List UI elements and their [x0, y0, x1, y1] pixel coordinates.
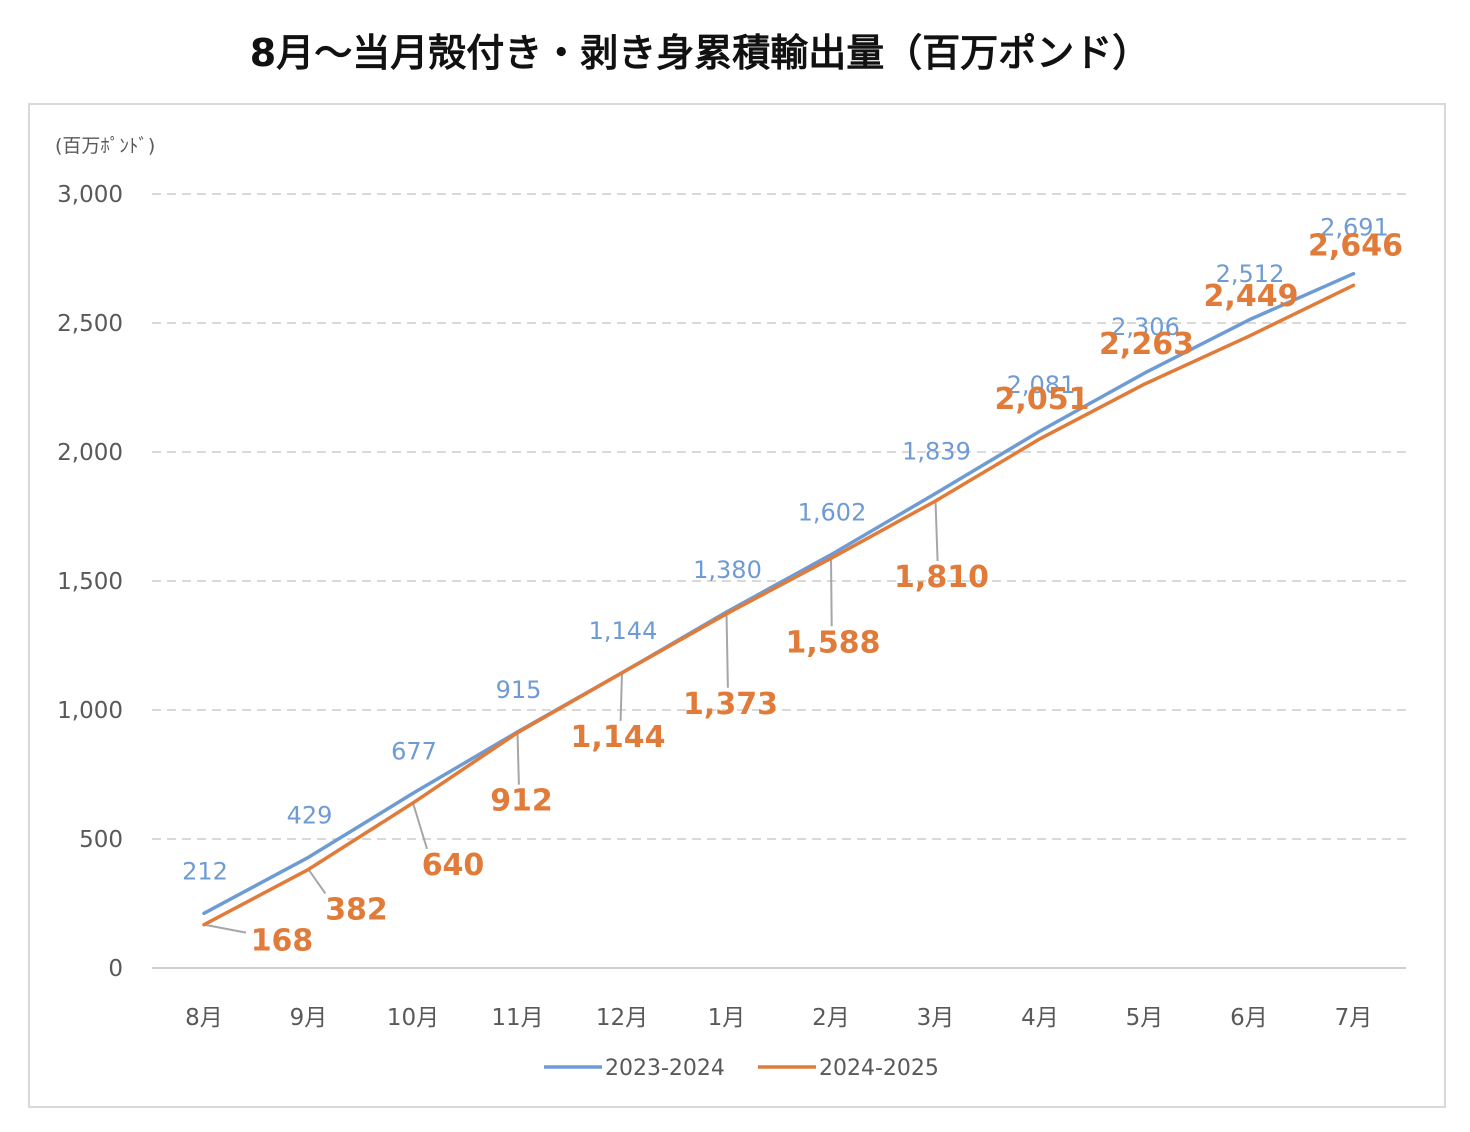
data-label-2024-2025: 1,144: [571, 720, 666, 755]
y-tick-label: 3,000: [57, 182, 123, 208]
leader-line: [830, 558, 833, 627]
data-label-2024-2025: 1,588: [786, 625, 881, 660]
series-line-2024-2025: [202, 283, 1356, 927]
data-label-2023-2024: 1,380: [693, 556, 762, 584]
x-tick-label: 2月: [812, 1005, 850, 1031]
y-tick-label: 1,500: [57, 569, 123, 595]
leader-line: [203, 923, 247, 934]
y-tick-label: 1,000: [57, 698, 123, 724]
label-leader-lines: [203, 500, 939, 934]
data-label-2024-2025: 2,449: [1204, 279, 1299, 314]
x-tick-label: 8月: [185, 1005, 223, 1031]
leader-line: [725, 613, 729, 688]
data-label-2024-2025: 1,810: [894, 560, 989, 595]
leader-line: [412, 802, 428, 850]
legend-label-2023-2024: 2023-2024: [605, 1056, 725, 1081]
x-tick-label: 10月: [387, 1005, 439, 1031]
data-label-2024-2025: 382: [325, 892, 388, 927]
legend-label-2024-2025: 2024-2025: [819, 1056, 939, 1081]
x-tick-label: 9月: [290, 1005, 328, 1031]
y-axis-unit-label: (百万ﾎﾟﾝﾄﾞ): [55, 135, 155, 157]
chart-frame: [28, 103, 1446, 1108]
data-label-2024-2025: 2,263: [1099, 327, 1194, 362]
data-label-2023-2024: 677: [391, 737, 437, 765]
data-label-2023-2024: 2,081: [1007, 371, 1076, 399]
data-label-2024-2025: 2,646: [1308, 228, 1403, 263]
data-label-2024-2025: 2,051: [995, 382, 1090, 417]
leader-line: [619, 672, 623, 721]
y-axis-ticks: 0 500 1,000 1,500 2,000 2,500 3,000: [57, 182, 123, 982]
data-label-2023-2024: 212: [182, 857, 228, 885]
legend: 2023-2024 2024-2025: [544, 1056, 939, 1081]
leader-line: [934, 500, 939, 562]
data-label-2023-2024: 1,839: [902, 438, 971, 466]
series-line-2023-2024: [202, 271, 1356, 916]
gridlines: [152, 193, 1406, 969]
data-label-2024-2025: 1,373: [683, 687, 778, 722]
chart-title: 8月〜当月殻付き・剥き身累積輸出量（百万ポンド）: [249, 31, 1151, 75]
data-label-2023-2024: 2,512: [1216, 260, 1285, 288]
data-label-2024-2025: 640: [422, 848, 485, 883]
leader-line: [307, 868, 327, 895]
data-labels: 212 429 677 915 1,144 1,380 1,602 1,839 2,081 2,3…: [182, 214, 1403, 959]
data-label-2023-2024: 915: [496, 676, 542, 704]
data-label-2023-2024: 1,602: [798, 499, 867, 527]
data-label-2023-2024: 2,691: [1320, 214, 1389, 242]
leader-line: [516, 732, 520, 785]
y-tick-label: 2,500: [57, 311, 123, 337]
data-label-2023-2024: 2,306: [1111, 313, 1180, 341]
y-tick-label: 0: [108, 956, 123, 982]
x-tick-label: 5月: [1126, 1005, 1164, 1031]
y-tick-label: 2,000: [57, 440, 123, 466]
y-tick-label: 500: [79, 827, 123, 853]
x-axis-ticks: 8月 9月 10月 11月 12月 1月 2月 3月 4月 5月 6月 7月: [185, 1005, 1372, 1031]
x-tick-label: 6月: [1230, 1005, 1268, 1031]
series-lines: [202, 271, 1356, 927]
x-tick-label: 7月: [1335, 1005, 1373, 1031]
data-label-2023-2024: 1,144: [589, 617, 658, 645]
data-label-2024-2025: 168: [251, 924, 314, 959]
x-tick-label: 4月: [1021, 1005, 1059, 1031]
data-label-2023-2024: 429: [287, 801, 333, 829]
x-tick-label: 3月: [917, 1005, 955, 1031]
x-tick-label: 11月: [491, 1005, 543, 1031]
x-tick-label: 12月: [596, 1005, 648, 1031]
x-tick-label: 1月: [708, 1005, 746, 1031]
data-label-2024-2025: 912: [490, 784, 553, 819]
